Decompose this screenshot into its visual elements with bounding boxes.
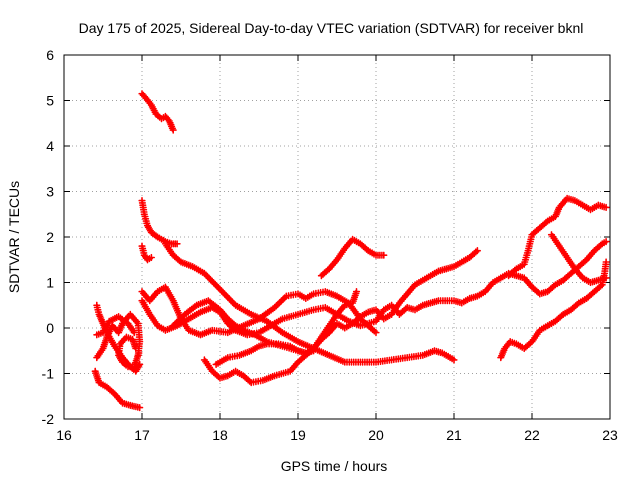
series-arc-8: [138, 242, 155, 264]
y-tick-label: -2: [42, 411, 55, 427]
y-tick-label: 2: [46, 229, 54, 245]
y-tick-labels: -2 -1 0 1 2 3 4 5 6: [42, 47, 55, 427]
series-arc-5: [115, 333, 143, 371]
x-tick-label: 17: [134, 427, 150, 443]
y-tick-label: 1: [46, 275, 54, 291]
data-series: [91, 90, 610, 412]
x-tick-label: 23: [602, 427, 618, 443]
axis-ticks: [63, 54, 611, 420]
series-arc-4: [93, 313, 138, 339]
series-arc-14: [200, 247, 481, 387]
y-tick-label: 4: [46, 138, 54, 154]
y-tick-label: 0: [46, 320, 54, 336]
series-arc-13: [317, 235, 388, 280]
y-tick-label: 6: [46, 47, 54, 63]
x-tick-label: 20: [368, 427, 384, 443]
chart-title: Day 175 of 2025, Sidereal Day-to-day VTE…: [79, 20, 584, 36]
x-axis-label: GPS time / hours: [281, 458, 388, 474]
x-tick-labels: 16 17 18 19 20 21 22 23: [56, 427, 618, 443]
y-tick-label: 5: [46, 93, 54, 109]
x-tick-label: 19: [290, 427, 306, 443]
grid: [64, 55, 610, 419]
series-arc-1: [91, 367, 144, 412]
x-tick-label: 18: [212, 427, 228, 443]
y-tick-label: -1: [42, 366, 55, 382]
x-tick-label: 22: [524, 427, 540, 443]
y-tick-label: 3: [46, 184, 54, 200]
series-arc-6: [138, 90, 177, 134]
series-arc-7: [138, 197, 181, 248]
series-arc-15: [212, 340, 318, 368]
series-arc-18: [547, 231, 610, 287]
y-axis-label: SDTVAR / TECUs: [6, 181, 22, 293]
series-arc-17: [505, 194, 610, 280]
x-tick-label: 16: [56, 427, 72, 443]
x-tick-label: 21: [446, 427, 462, 443]
